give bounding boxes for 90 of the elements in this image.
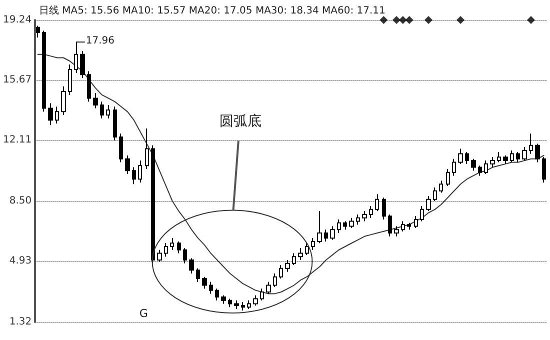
y-tick-label: 19.24 [2, 14, 32, 26]
candlestick [113, 106, 117, 141]
candlestick [388, 214, 392, 237]
candlestick [375, 194, 379, 212]
candlestick [80, 50, 85, 78]
candlestick [68, 64, 72, 96]
y-tick-label: 12.11 [2, 134, 32, 146]
y-tick-label: 8.50 [9, 196, 32, 206]
candlestick [285, 259, 290, 272]
annotation: G [139, 306, 148, 320]
candlestick [177, 240, 181, 254]
candlestick [106, 104, 110, 119]
candlestick [503, 154, 508, 164]
candlestick [362, 210, 367, 222]
candlestick [93, 92, 98, 109]
candlestick [478, 165, 482, 176]
candlestick [343, 220, 347, 230]
candlestick [510, 150, 514, 163]
candlestick [330, 226, 335, 240]
candlestick [471, 158, 476, 172]
candlestick [189, 258, 194, 274]
annotation: 圆弧底 [219, 114, 262, 130]
candlestick [183, 248, 187, 264]
candlestick [305, 242, 309, 256]
candlestick [74, 41, 78, 74]
candlestick [145, 128, 149, 170]
candlestick [119, 133, 123, 163]
candlestick [446, 168, 450, 186]
y-tick-label: 4.93 [9, 256, 32, 267]
candlestick [458, 148, 463, 164]
candlestick [298, 248, 303, 260]
candlestick [61, 86, 66, 116]
candlestick [48, 102, 53, 126]
candlestick [369, 206, 373, 218]
candlestick [87, 70, 91, 102]
candlestick [535, 143, 540, 163]
candlestick [42, 30, 46, 112]
candlestick [241, 302, 245, 312]
candlestick [311, 238, 315, 250]
candlestick [247, 300, 251, 310]
candlestick [356, 214, 360, 226]
candlestick [522, 146, 527, 162]
candlestick [260, 288, 264, 301]
candlestick [157, 249, 162, 262]
candlestick [324, 229, 328, 242]
candlestick [542, 156, 546, 183]
candlestick [202, 276, 207, 290]
line-series [37, 54, 544, 294]
candlestick [215, 288, 219, 301]
chart-title: 日线 MA5: 15.56 MA10: 15.57 MA20: 17.05 MA30: 18.34 MA60: 17.11 [39, 4, 386, 16]
candlestick [55, 106, 59, 124]
y-tick-label: 1.32 [9, 316, 32, 328]
candlestick [401, 220, 405, 232]
candlestick [490, 156, 495, 168]
candlestick [36, 25, 40, 38]
candlestick [228, 298, 232, 308]
candlestick [465, 152, 469, 164]
annotation: 17.96 [86, 36, 115, 47]
candlestick [266, 281, 271, 294]
candlestick [209, 281, 213, 294]
candlestick [100, 101, 104, 119]
candlestick [452, 158, 456, 176]
candlestick [234, 300, 239, 310]
candlestick [382, 197, 386, 220]
candlestick [516, 152, 520, 163]
candlestick [132, 166, 136, 185]
candlestick [337, 219, 341, 234]
candlestick [529, 133, 533, 154]
candlestick [426, 195, 431, 212]
candlestick [138, 160, 142, 183]
candlestick [196, 268, 200, 282]
candlestick [125, 154, 130, 175]
candlestick [420, 206, 424, 222]
candlestick [414, 216, 418, 228]
candlestick [253, 294, 258, 306]
candlestick [221, 294, 226, 304]
candlestick [349, 217, 354, 228]
candlestick [439, 180, 443, 194]
candlestick [292, 252, 296, 266]
candlestick [164, 242, 168, 258]
candlestick [170, 238, 174, 250]
candlestick [407, 222, 411, 230]
y-tick-label: 15.67 [2, 74, 32, 86]
candlestick [394, 226, 399, 237]
candlestick [317, 210, 322, 244]
candlestick [273, 272, 277, 288]
candlestick [497, 152, 501, 163]
candlestick [484, 160, 488, 175]
candlestick [279, 264, 283, 280]
candlestick [433, 187, 437, 202]
